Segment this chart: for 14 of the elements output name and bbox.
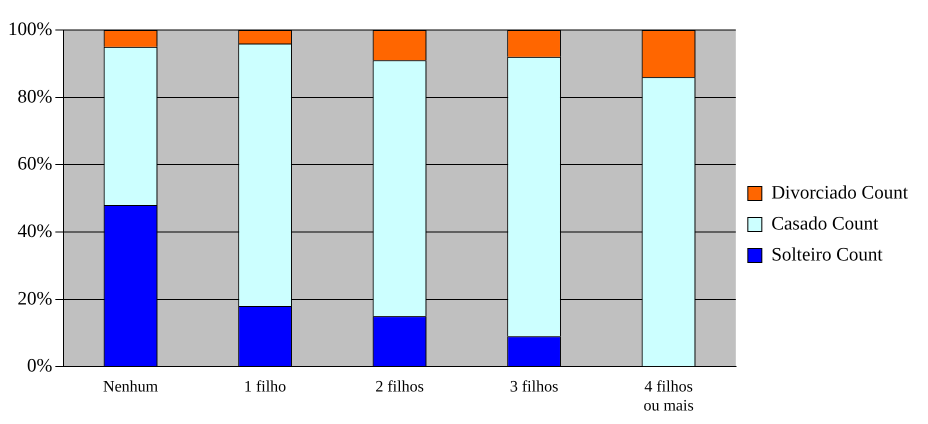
y-tick-label: 80% — [18, 86, 52, 108]
y-tick-label: 40% — [18, 220, 52, 242]
y-tick-label: 100% — [8, 18, 52, 40]
legend-label: Casado Count — [771, 213, 880, 234]
x-tick-label: 2 filhos — [375, 378, 424, 396]
x-tick-label: 1 filho — [244, 378, 286, 396]
x-tick-label: 3 filhos — [510, 378, 558, 396]
legend-label: Solteiro Count — [771, 244, 884, 266]
x-tick-label: Nenhum — [103, 378, 159, 396]
legend-label: Divorciado Count — [771, 182, 909, 204]
x-tick-label: 4 filhos ou mais — [643, 378, 694, 415]
y-tick-label: 0% — [27, 356, 52, 377]
y-tick-label: 20% — [18, 288, 52, 310]
y-tick-label: 60% — [18, 154, 52, 175]
